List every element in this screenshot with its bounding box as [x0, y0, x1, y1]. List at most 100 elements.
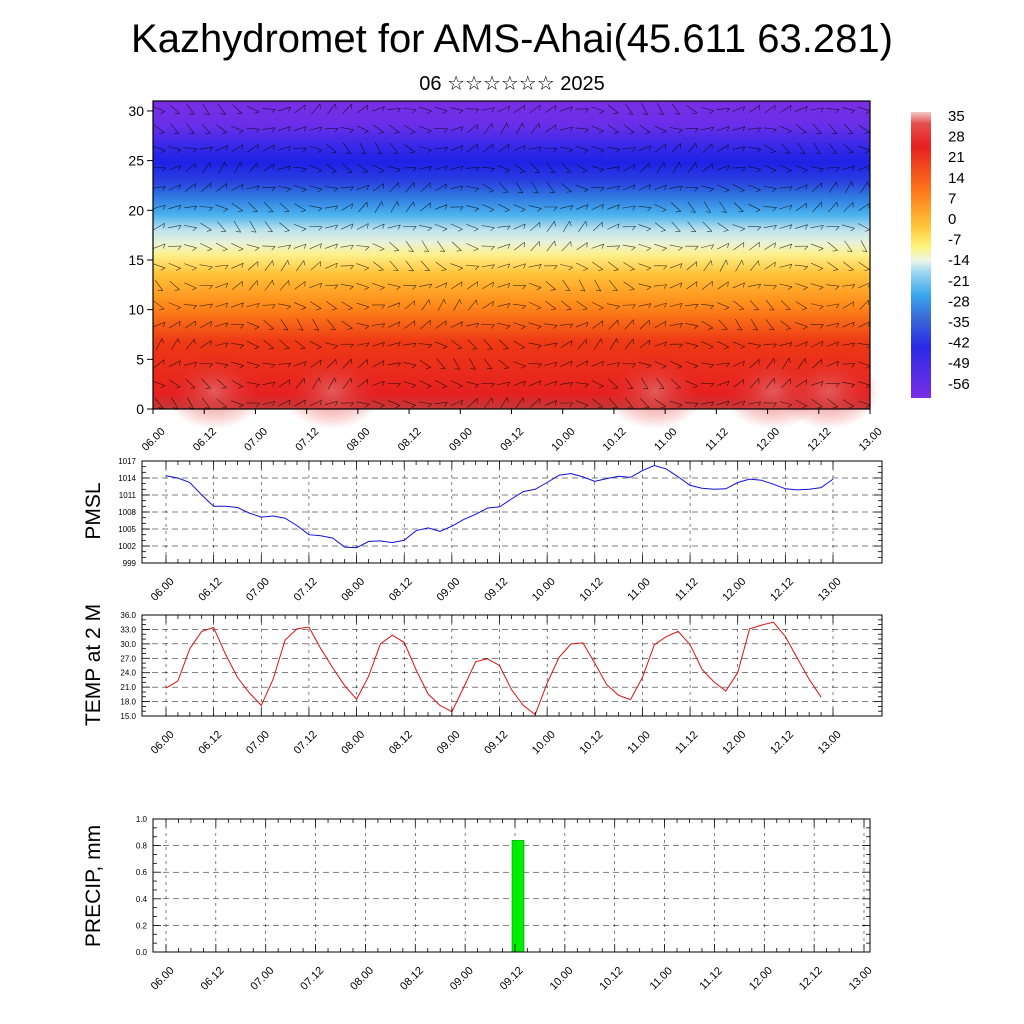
wind-barb: [623, 281, 635, 290]
wind-barb: [513, 242, 525, 251]
wind-barb: [622, 304, 636, 306]
wind-barb: [324, 401, 338, 405]
wind-barb-flag: [335, 224, 338, 230]
wind-barb: [246, 244, 260, 249]
wind-barb: [748, 105, 760, 113]
wind-barb-flag: [758, 260, 760, 266]
wind-barb-flag: [862, 250, 868, 253]
wind-barb-flag: [473, 248, 479, 252]
wind-barb-flag: [523, 380, 526, 386]
wind-barb-flag: [427, 227, 432, 232]
wind-barb-flag: [346, 171, 352, 173]
wind-barb-flag: [221, 387, 227, 389]
temp-axes: 36.0 33.0 30.0 27.0 24.0 21.0 18.0 15.0 06.00 06.…: [120, 611, 882, 757]
wind-barb-flag: [396, 286, 401, 290]
wind-barb: [592, 221, 603, 232]
y-tick-label: 1.0: [136, 815, 148, 824]
wind-barb: [608, 397, 618, 409]
wind-barb: [717, 281, 729, 290]
wind-barb-flag: [347, 307, 353, 311]
section-x-tick-label: 12.12: [806, 426, 834, 454]
wind-barb: [200, 243, 212, 250]
wind-barb: [515, 397, 524, 409]
y-tick-label: 30.0: [120, 640, 136, 649]
wind-barb: [826, 360, 839, 367]
wind-barb-flag: [238, 248, 244, 252]
wind-barb-flag: [632, 226, 636, 231]
wind-barb-flag: [799, 152, 805, 154]
wind-barb-flag: [613, 112, 619, 115]
wind-barb: [606, 362, 620, 366]
wind-barb-flag: [162, 186, 166, 191]
wind-barb-flag: [633, 184, 636, 190]
wind-barb-flag: [836, 322, 840, 328]
wind-barb-flag: [426, 385, 432, 389]
wind-barb: [654, 203, 667, 211]
wind-barb-flag: [680, 282, 683, 288]
wind-barb-flag: [675, 211, 681, 213]
wind-barb-flag: [836, 303, 840, 309]
wind-barb-flag: [523, 145, 526, 151]
wind-barb-flag: [851, 342, 856, 348]
wind-barb-flag: [360, 152, 366, 155]
wind-barb: [764, 104, 776, 114]
wind-barb: [434, 106, 448, 112]
wind-barb-flag: [397, 108, 401, 113]
wind-barb-flag: [663, 162, 666, 168]
wind-barb: [153, 223, 165, 231]
wind-barb: [341, 320, 353, 329]
wind-barb: [387, 166, 401, 170]
wind-barb: [624, 103, 634, 115]
wind-barb-flag: [223, 208, 228, 212]
wind-barb-flag: [286, 188, 291, 192]
wind-barb: [576, 262, 588, 269]
wind-barb-flag: [268, 328, 274, 330]
wind-barb: [356, 342, 370, 346]
wind-barb-flag: [690, 211, 696, 213]
wind-barb-flag: [335, 243, 338, 249]
wind-barb-flag: [256, 185, 260, 191]
wind-barb: [278, 106, 291, 112]
wind-barb-flag: [335, 401, 338, 406]
wind-barb: [811, 341, 823, 348]
wind-barb-flag: [460, 126, 464, 132]
wind-barb-flag: [660, 406, 666, 409]
wind-barb: [374, 142, 382, 155]
wind-barb: [719, 201, 727, 213]
colorbar-label: -35: [948, 314, 970, 331]
wind-barb-flag: [696, 281, 698, 287]
wind-barb: [654, 399, 666, 407]
wind-barb: [387, 362, 401, 366]
wind-barb: [544, 400, 557, 406]
wind-barb-flag: [867, 181, 870, 187]
x-tick-label: 10.00: [530, 576, 558, 604]
wind-barb-flag: [553, 325, 558, 329]
wind-barb: [153, 359, 165, 369]
wind-barb: [810, 262, 824, 269]
y-tick-label: 0.0: [136, 948, 148, 957]
wind-barb-flag: [570, 340, 573, 346]
wind-barb: [403, 381, 417, 386]
wind-barb-flag: [303, 260, 306, 266]
wind-barb: [356, 223, 369, 230]
wind-barb: [669, 282, 683, 289]
wind-barb: [248, 280, 258, 291]
wind-barb-flag: [300, 210, 306, 213]
wind-barb: [451, 241, 462, 251]
wind-barb-flag: [536, 326, 542, 330]
wind-barb: [186, 103, 195, 115]
wind-barb-flag: [364, 403, 370, 408]
wind-barb: [528, 282, 542, 288]
wind-barb: [826, 303, 840, 307]
wind-barb-flag: [378, 131, 384, 134]
wind-barb: [609, 280, 618, 291]
wind-barb-flag: [474, 384, 479, 389]
wind-barb: [795, 106, 808, 112]
wind-barb-flag: [239, 344, 244, 349]
wind-barb-flag: [235, 230, 241, 233]
x-tick-label: 10.12: [578, 729, 606, 757]
wind-barb: [732, 400, 745, 406]
wind-barb-flag: [507, 303, 511, 309]
wind-barb: [545, 280, 556, 290]
wind-barb-flag: [805, 224, 808, 230]
